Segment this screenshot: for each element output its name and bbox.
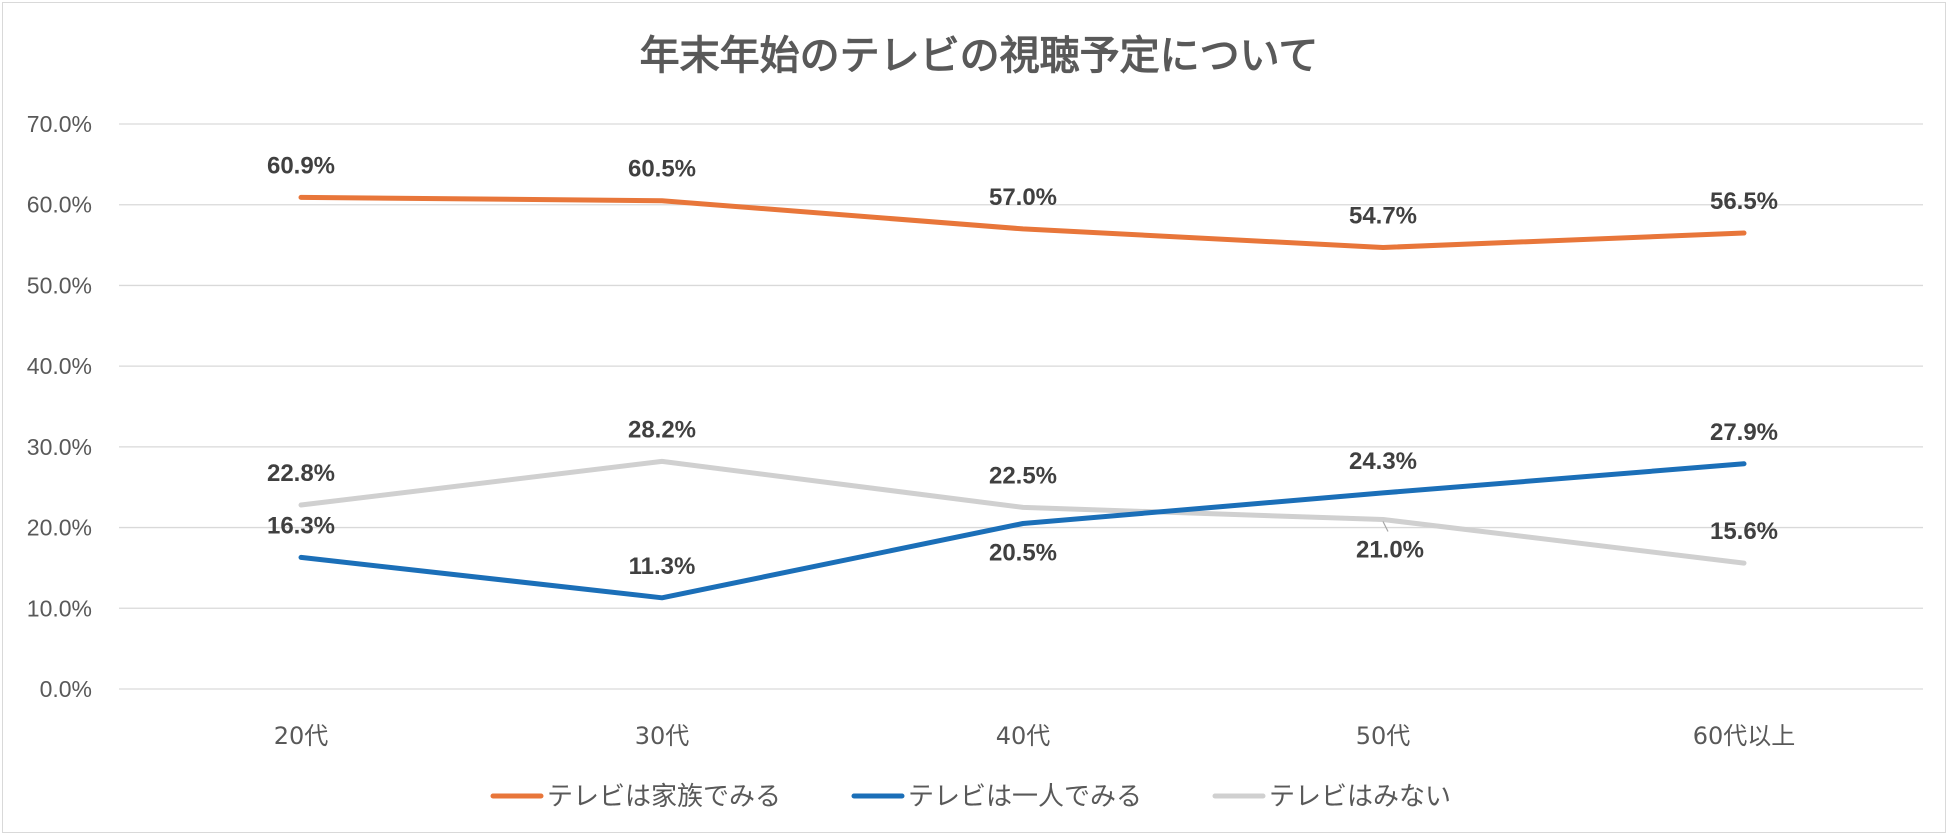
y-tick-label-10: 10.0% [27,595,92,621]
data-label-s3-5: 15.6% [1710,518,1778,545]
data-label-s3-1: 22.8% [267,460,335,487]
chart-title: 年末年始のテレビの視聴予定について [640,33,1319,79]
x-tick-label-2: 30代 [635,722,690,750]
y-tick-label-50: 50.0% [27,272,92,298]
x-axis-tick-labels: 20代 30代 40代 50代 60代以上 [274,722,1796,750]
data-label-s2-2: 11.3% [629,553,696,580]
y-axis-tick-labels: 0.0% 10.0% 20.0% 30.0% 40.0% 50.0% 60.0% 70.0% [27,111,92,702]
x-tick-label-5: 60代以上 [1693,722,1796,750]
data-label-s2-3: 20.5% [989,540,1057,567]
y-tick-label-70: 70.0% [27,111,92,137]
y-tick-label-0: 0.0% [40,676,92,702]
y-tick-label-60: 60.0% [27,192,92,218]
data-label-s3-2: 28.2% [628,416,696,443]
data-label-s1-2: 60.5% [628,156,696,183]
data-label-s1-5: 56.5% [1710,188,1778,215]
leader-line-s3-4 [1382,521,1389,532]
legend-label-1: テレビは家族でみる [547,782,781,812]
legend: テレビは家族でみる テレビは一人でみる テレビはみない [490,782,1451,812]
data-label-s2-5: 27.9% [1710,419,1778,446]
legend-label-2: テレビは一人でみる [908,782,1142,812]
x-tick-label-3: 40代 [996,722,1051,750]
data-label-s1-4: 54.7% [1349,202,1417,229]
series-lines [298,194,1747,601]
y-tick-label-40: 40.0% [27,353,92,379]
data-label-s1-3: 57.0% [989,184,1057,211]
data-label-s3-3: 22.5% [989,462,1057,489]
y-tick-label-30: 30.0% [27,434,92,460]
gridlines [119,123,1923,690]
data-label-s3-4: 21.0% [1356,537,1424,564]
y-tick-label-20: 20.0% [27,515,92,541]
line-chart: 年末年始のテレビの視聴予定について 0.0% 10.0% 20.0% 30.0% 40.… [27,33,1923,812]
data-label-s2-1: 16.3% [267,512,335,539]
data-label-s1-1: 60.9% [267,152,335,179]
x-tick-label-4: 50代 [1356,722,1411,750]
data-labels: 60.9% 60.5% 57.0% 54.7% 56.5% 16.3% 11.3% 20.5%… [267,152,1778,579]
legend-label-3: テレビはみない [1269,782,1451,812]
data-label-s2-4: 24.3% [1349,448,1417,475]
x-tick-label-1: 20代 [274,722,329,750]
